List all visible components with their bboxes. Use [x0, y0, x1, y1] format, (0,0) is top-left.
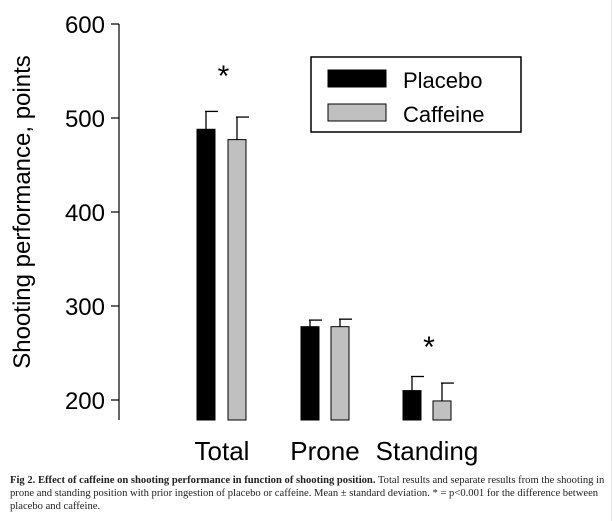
bar-standing-placebo: [402, 390, 422, 421]
bar-chart: Shooting performance, points 200 300 400 50…: [9, 12, 522, 466]
legend: Placebo Caffeine: [310, 56, 522, 133]
figure-caption: Fig 2. Effect of caffeine on shooting pe…: [10, 474, 606, 513]
y-axis-ticks: 200 300 400 500 600: [65, 12, 119, 415]
page-edge-divider: [611, 0, 612, 521]
y-tick-label-300: 300: [65, 294, 105, 321]
significance-star-standing: *: [423, 331, 435, 364]
caption-title: Fig 2. Effect of caffeine on shooting pe…: [10, 475, 376, 486]
y-tick-label-600: 600: [65, 12, 105, 39]
legend-swatch-caffeine: [327, 103, 387, 122]
bar-standing-caffeine: [432, 400, 452, 421]
y-tick-label-200: 200: [65, 388, 105, 415]
bar-prone-caffeine: [330, 326, 350, 421]
y-axis-label: Shooting performance, points: [9, 55, 36, 369]
bar-total-caffeine: [227, 139, 247, 421]
legend-label-placebo: Placebo: [403, 68, 483, 93]
caption-text: Total results and separate results from …: [10, 475, 605, 512]
y-tick-label-500: 500: [65, 106, 105, 133]
significance-star-total: *: [218, 60, 230, 93]
legend-label-caffeine: Caffeine: [403, 102, 485, 127]
significance-markers: **: [218, 60, 436, 364]
bar-prone-placebo: [300, 326, 320, 421]
x-tick-label-total: Total: [195, 436, 250, 466]
y-tick-label-400: 400: [65, 200, 105, 227]
bars-group: [196, 110, 454, 421]
x-tick-label-standing: Standing: [376, 436, 479, 466]
x-axis-labels: Total Prone Standing: [195, 436, 479, 466]
x-tick-label-prone: Prone: [290, 436, 359, 466]
legend-swatch-placebo: [327, 69, 387, 88]
bar-total-placebo: [196, 128, 216, 421]
